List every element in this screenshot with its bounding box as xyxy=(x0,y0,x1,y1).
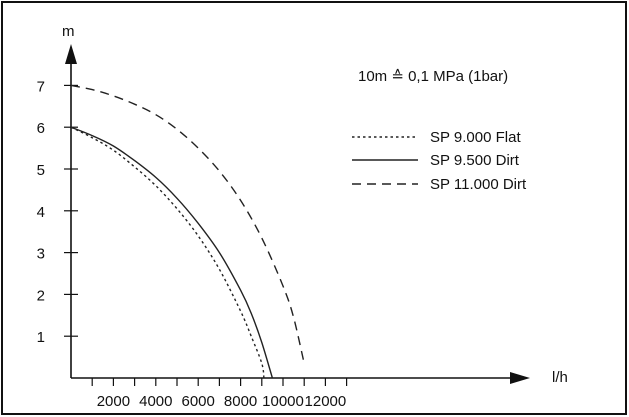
x-tick-label: 6000 xyxy=(182,393,215,410)
axes xyxy=(65,44,530,384)
x-tick-label: 2000 xyxy=(97,393,130,410)
pressure-note: 10m ≙ 0,1 MPa (1bar) xyxy=(358,68,508,85)
x-axis-arrow xyxy=(510,372,530,384)
legend: SP 9.000 Flat SP 9.500 Dirt SP 11.000 Dirt xyxy=(352,129,527,193)
y-tick-label: 2 xyxy=(37,287,45,304)
x-tick-label: 4000 xyxy=(139,393,172,410)
y-tick-label: 5 xyxy=(37,162,45,179)
series-line-3 xyxy=(70,84,305,364)
legend-label-2: SP 9.500 Dirt xyxy=(430,152,520,169)
curves xyxy=(70,84,305,379)
x-tick-label: 10000 xyxy=(262,393,304,410)
x-tick-label: 8000 xyxy=(224,393,257,410)
y-axis-label: m xyxy=(62,23,75,40)
x-axis-label: l/h xyxy=(552,369,568,386)
y-axis-arrow xyxy=(65,44,77,64)
y-tick-label: 4 xyxy=(37,204,45,221)
y-tick-label: 6 xyxy=(37,120,45,137)
y-tick-label: 1 xyxy=(37,329,45,346)
series-line-2 xyxy=(70,126,274,379)
x-ticks: 2000 4000 6000 8000 10000 12000 xyxy=(91,378,348,410)
series-line-1 xyxy=(70,126,265,379)
y-tick-label: 7 xyxy=(37,78,45,95)
y-tick-label: 3 xyxy=(37,246,45,263)
x-tick-label: 12000 xyxy=(305,393,347,410)
legend-label-3: SP 11.000 Dirt xyxy=(430,176,527,193)
legend-label-1: SP 9.000 Flat xyxy=(430,129,521,146)
